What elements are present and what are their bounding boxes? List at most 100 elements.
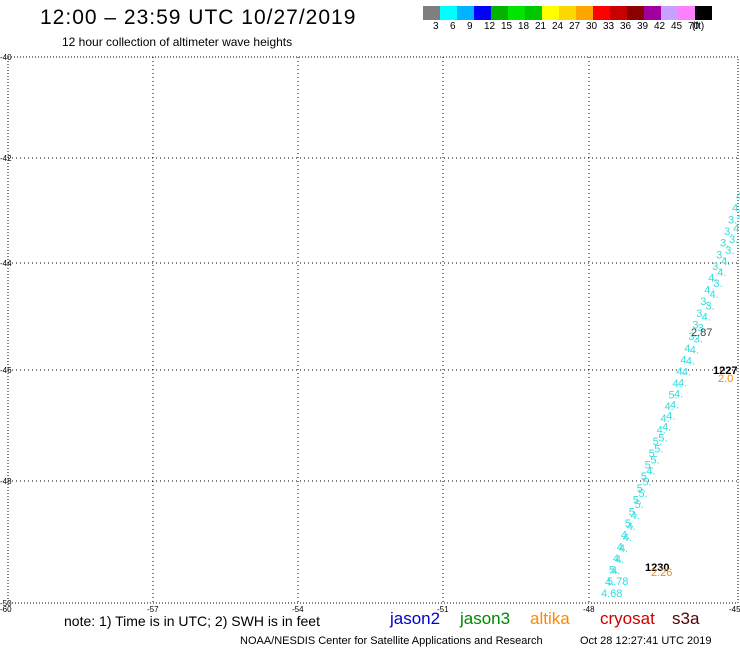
wave-height-label: 5. [649,448,658,460]
wave-height-label: 5. [635,499,644,511]
time-label: 1227 [713,365,737,377]
wave-height-label: 3. [694,333,703,345]
wave-height-label: 4. [737,212,740,224]
wave-height-label: 5. [609,565,618,577]
map-subtitle: 12 hour collection of altimeter wave hei… [62,35,293,49]
legend-label: 21 [535,21,547,32]
wave-height-label: 3. [700,296,709,308]
wave-height-label: 3. [725,245,734,257]
wave-height-label: 4. [623,532,632,544]
wave-height-label: 4. [662,422,671,434]
wave-height-label: 3. [698,322,707,334]
wave-height-label: 4. [613,553,622,565]
legend-label: 30 [586,21,598,32]
wave-height-label: 4. [676,366,685,378]
legend-label: 24 [552,21,564,32]
wave-height-label: 5. [641,471,650,483]
wave-height-label: 4. [617,541,626,553]
legend-swatch [678,6,695,20]
wave-height-label: 4. [678,377,687,389]
color-legend-bar [423,6,712,20]
wave-height-label: 4. [672,378,681,390]
legend-swatch [644,6,661,20]
wave-height-label: 4. [661,413,670,425]
wave-height-label: 5. [645,460,654,472]
wave-height-label: 3. [713,278,722,290]
legend-swatch [457,6,474,20]
legend-label: 15 [501,21,513,32]
wave-height-label: 3. [692,319,701,331]
latitude-label: -40 [0,53,12,62]
legend-label: 39 [637,21,649,32]
wave-height-label: 4. [615,554,624,566]
wave-height-label: 4. [611,565,620,577]
wave-height-label: 3. [728,214,737,226]
map-frame [7,56,739,604]
legend-swatch [508,6,525,20]
legend-swatch [695,6,712,20]
wave-height-label: 4. [709,289,718,301]
legend-swatch [525,6,542,20]
wave-height-label: 5.78 [607,576,628,588]
wave-height-label: 5. [625,518,634,530]
legend-label: 36 [620,21,632,32]
wave-height-label: 4. [736,191,740,203]
legend-label: 9 [467,21,473,32]
wave-height-label: 4. [732,203,740,215]
wave-height-label: 4. [627,521,636,533]
wave-height-label: 4.68 [601,588,622,600]
footer-timestamp: Oct 28 12:27:41 UTC 2019 [580,635,712,647]
wave-height-label: 4. [680,354,689,366]
wave-height-label: 4. [665,401,674,413]
wave-height-label: 4. [708,273,717,285]
wave-height-label: 4. [621,530,630,542]
legend-swatch [559,6,576,20]
legend-label: 3 [433,21,439,32]
wave-height-label: 5. [642,477,651,489]
footer-note: note: 1) Time is in UTC; 2) SWH is in fe… [64,613,320,629]
longitude-label: -45 [729,605,740,614]
wave-height-label: 5. [669,390,678,402]
legend-label: 18 [518,21,530,32]
legend-label: 27 [569,21,581,32]
latitude-tick-labels: -40 -42 -44 -46 -48 -50-60 [0,53,12,614]
wave-height-label: 3. [696,308,705,320]
corner-label: -60 [0,605,12,614]
wave-height-label: 3. [716,249,725,261]
wave-height-label: 4. [704,284,713,296]
wave-height-label: 4. [717,267,726,279]
legend-swatch [627,6,644,20]
wave-height-label: 4. [733,223,740,235]
wave-height-label: 4. [684,343,693,355]
wave-height-label: 5. [650,455,659,467]
footer-credit: NOAA/NESDIS Center for Satellite Applica… [240,635,543,647]
wave-height-label: 2.87 [691,327,712,339]
legend-swatch [542,6,559,20]
wave-height-label: 4. [702,311,711,323]
legend-swatch [610,6,627,20]
legend-label: 12 [484,21,496,32]
wave-height-label: 3. [729,234,738,246]
altimeter-observations: 4.4.3.3.3.3.3.4.4.3.3.3.3.4.4.4.4.5.4.4.… [601,191,740,600]
latitude-label: -50 [0,599,12,608]
legend-swatch [440,6,457,20]
wave-height-label: 5. [629,506,638,518]
legend-label: 42 [654,21,666,32]
longitude-tick-labels: -57 -54 -51 -48 -45 [147,605,740,614]
satellite-label-s3a: s3a [672,609,700,628]
wave-height-label: 4. [721,256,730,268]
wave-height-label: 3. [720,238,729,250]
satellite-label-jason3: jason3 [460,609,511,628]
legend-label: 6 [450,21,456,32]
satellite-label-jason2: jason2 [390,609,441,628]
satellite-label-altika: altika [530,609,570,628]
altika-wave-height-label: 2.0 [718,373,733,385]
legend-label: 70 [688,21,700,32]
altika-wave-height-label: 2.26 [651,567,672,579]
wave-height-label: 4. [605,576,614,588]
wave-height-label: 5. [633,495,642,507]
wave-height-label: 5. [654,444,663,456]
wave-height-label: 3. [724,226,733,238]
longitude-label: -51 [437,605,449,614]
wave-height-label: 3. [688,331,697,343]
